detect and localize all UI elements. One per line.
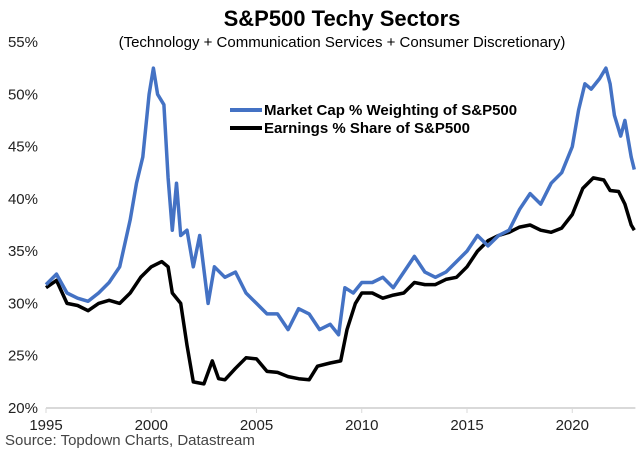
x-tick-label: 2005 <box>240 417 273 434</box>
legend: Market Cap % Weighting of S&P500 Earning… <box>230 102 517 137</box>
y-tick-label: 40% <box>8 191 38 208</box>
x-tick-label: 2020 <box>556 417 589 434</box>
y-tick-label: 50% <box>8 86 38 103</box>
y-tick-label: 45% <box>8 139 38 156</box>
y-tick-label: 30% <box>8 295 38 312</box>
x-tick-label: 2010 <box>345 417 378 434</box>
series-line-market-cap <box>44 66 636 337</box>
y-tick-label: 20% <box>8 400 38 417</box>
series-line-earnings <box>45 176 636 386</box>
x-tick-label: 2015 <box>450 417 483 434</box>
plot-area <box>44 66 636 386</box>
x-tick-label: 2000 <box>135 417 168 434</box>
chart-title: S&P500 Techy Sectors <box>224 6 461 31</box>
legend-label-market-cap: Market Cap % Weighting of S&P500 <box>264 102 517 119</box>
legend-label-earnings: Earnings % Share of S&P500 <box>264 120 470 137</box>
source-note: Source: Topdown Charts, Datastream <box>5 432 255 449</box>
x-axis: 1995 2000 2005 2010 2015 2020 <box>29 407 636 434</box>
y-tick-label: 25% <box>8 348 38 365</box>
chart-subtitle: (Technology + Communication Services + C… <box>119 34 566 51</box>
y-tick-label: 55% <box>8 34 38 51</box>
x-tick-label: 1995 <box>29 417 62 434</box>
y-axis: 20% 25% 30% 35% 40% 45% 50% 55% <box>8 34 38 417</box>
y-tick-label: 35% <box>8 243 38 260</box>
